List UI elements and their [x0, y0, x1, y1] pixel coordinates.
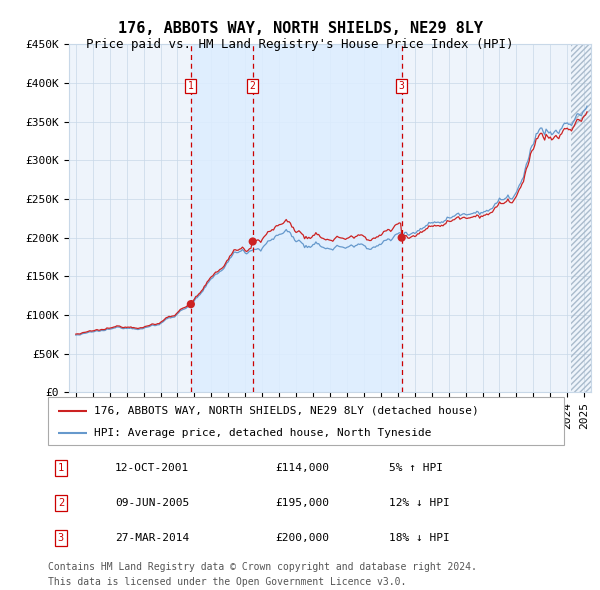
Point: [248, 237, 257, 246]
Point: [186, 300, 196, 309]
Text: HPI: Average price, detached house, North Tyneside: HPI: Average price, detached house, Nort…: [94, 428, 432, 438]
Text: 12% ↓ HPI: 12% ↓ HPI: [389, 498, 449, 508]
Text: 18% ↓ HPI: 18% ↓ HPI: [389, 533, 449, 543]
Text: £200,000: £200,000: [275, 533, 329, 543]
Text: 176, ABBOTS WAY, NORTH SHIELDS, NE29 8LY (detached house): 176, ABBOTS WAY, NORTH SHIELDS, NE29 8LY…: [94, 405, 479, 415]
Text: 5% ↑ HPI: 5% ↑ HPI: [389, 463, 443, 473]
Text: 09-JUN-2005: 09-JUN-2005: [115, 498, 190, 508]
FancyBboxPatch shape: [48, 397, 564, 445]
Text: £195,000: £195,000: [275, 498, 329, 508]
Text: This data is licensed under the Open Government Licence v3.0.: This data is licensed under the Open Gov…: [48, 577, 406, 587]
Text: Price paid vs. HM Land Registry's House Price Index (HPI): Price paid vs. HM Land Registry's House …: [86, 38, 514, 51]
Point: [397, 233, 406, 242]
Text: 3: 3: [58, 533, 64, 543]
Text: 27-MAR-2014: 27-MAR-2014: [115, 533, 190, 543]
Text: 12-OCT-2001: 12-OCT-2001: [115, 463, 190, 473]
Text: 2: 2: [250, 81, 256, 91]
Text: 2: 2: [58, 498, 64, 508]
Bar: [191, 44, 253, 392]
Bar: [253, 44, 401, 392]
Text: 3: 3: [399, 81, 404, 91]
Text: 176, ABBOTS WAY, NORTH SHIELDS, NE29 8LY: 176, ABBOTS WAY, NORTH SHIELDS, NE29 8LY: [118, 21, 482, 35]
Text: 1: 1: [58, 463, 64, 473]
Bar: [571, 44, 600, 392]
Text: £114,000: £114,000: [275, 463, 329, 473]
Text: Contains HM Land Registry data © Crown copyright and database right 2024.: Contains HM Land Registry data © Crown c…: [48, 562, 477, 572]
Text: 1: 1: [188, 81, 194, 91]
